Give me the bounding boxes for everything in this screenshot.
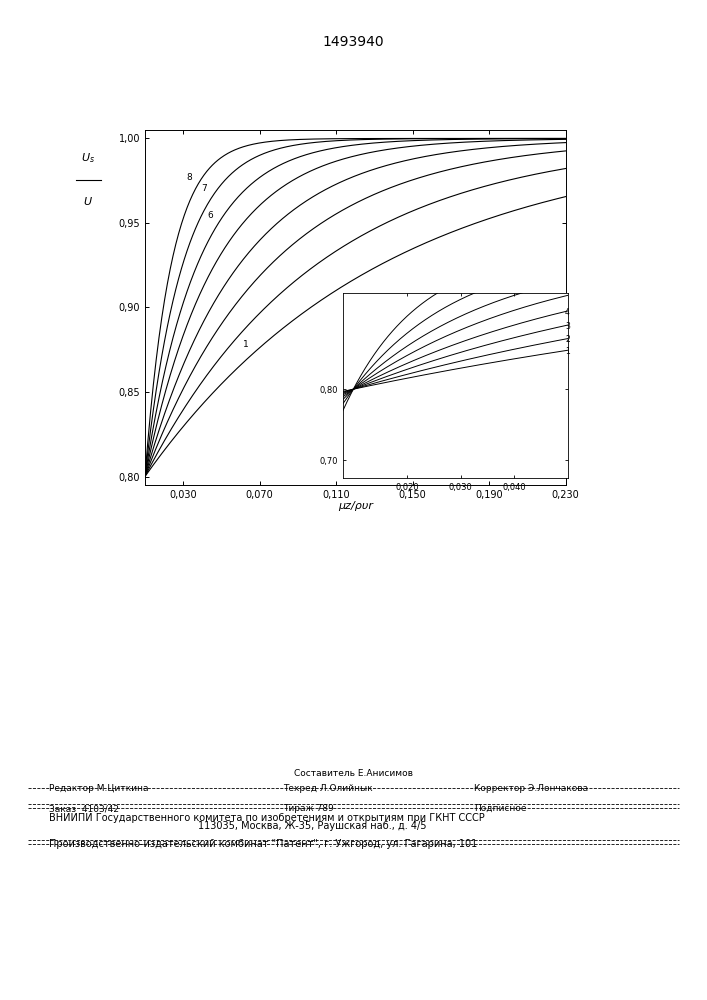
Text: 113035, Москва, Ж-35, Раушская наб., д. 4/5: 113035, Москва, Ж-35, Раушская наб., д. …: [198, 821, 426, 831]
Text: 3: 3: [565, 322, 570, 331]
Text: 7: 7: [201, 184, 207, 193]
Text: $U$: $U$: [83, 195, 93, 207]
Text: ВНИИПИ Государственного комитета по изобретениям и открытиям при ГКНТ СССР: ВНИИПИ Государственного комитета по изоб…: [49, 813, 485, 823]
Text: 1: 1: [565, 347, 570, 356]
Text: Техред Л.Олийнык: Техред Л.Олийнык: [283, 784, 373, 793]
Text: 2: 2: [565, 335, 570, 344]
Text: 6: 6: [207, 211, 213, 220]
Text: Подписное: Подписное: [474, 804, 526, 813]
Text: Заказ  4103/42: Заказ 4103/42: [49, 804, 119, 813]
X-axis label: μz/ρυr: μz/ρυr: [338, 501, 373, 511]
Text: Составитель Е.Анисимов: Составитель Е.Анисимов: [294, 769, 413, 778]
Text: Тираж 789: Тираж 789: [283, 804, 334, 813]
Text: 1: 1: [243, 340, 249, 349]
Text: Редактор М.Циткина: Редактор М.Циткина: [49, 784, 149, 793]
Text: $U_s$: $U_s$: [81, 151, 95, 165]
Text: Корректор Э.Лончакова: Корректор Э.Лончакова: [474, 784, 588, 793]
Text: Производственно-издательский комбинат "Патент", г. Ужгород, ул. Гагарина, 101: Производственно-издательский комбинат "П…: [49, 839, 478, 849]
Text: 1493940: 1493940: [322, 35, 385, 49]
Text: 8: 8: [186, 173, 192, 182]
Text: 4: 4: [565, 308, 570, 317]
